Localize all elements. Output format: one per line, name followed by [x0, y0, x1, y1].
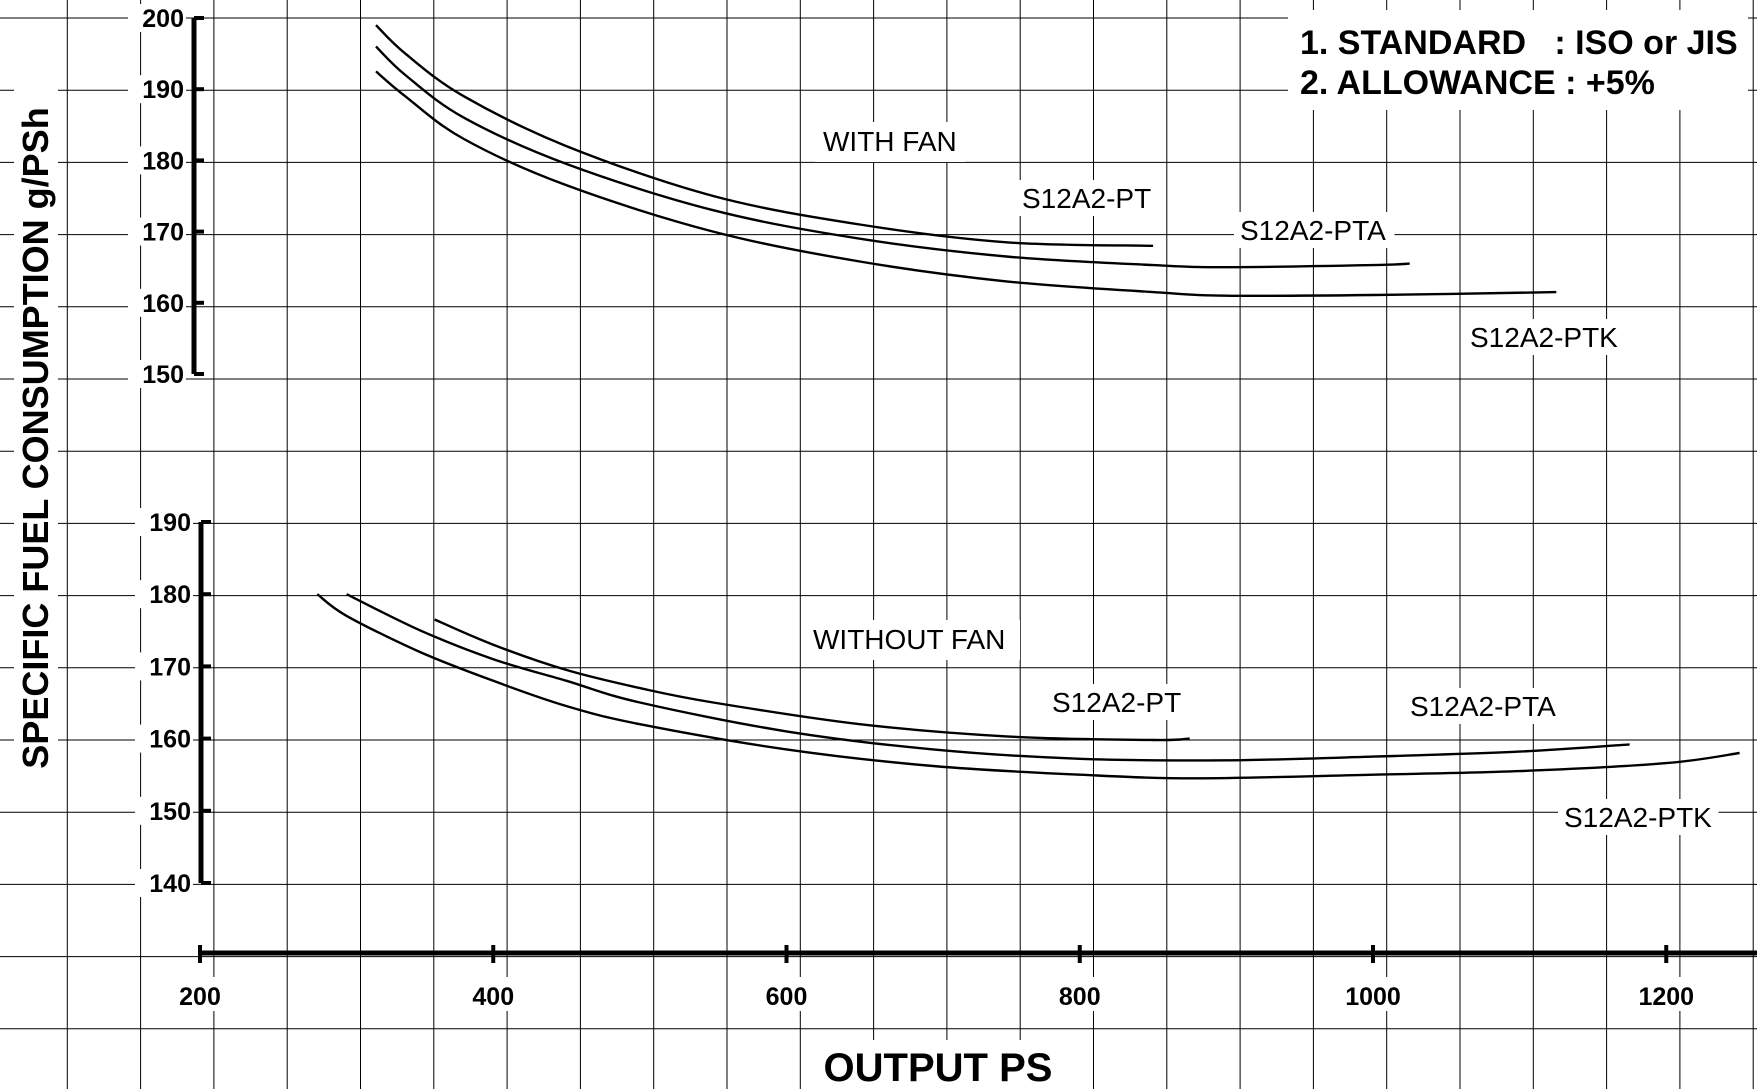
y-tick-label-background	[128, 360, 186, 388]
note-allowance: 2. ALLOWANCE : +5%	[1300, 64, 1655, 102]
series-line-s12a2-pt	[434, 618, 1190, 742]
y-tick-label-background	[135, 724, 193, 753]
y-tick-label: 160	[149, 726, 191, 754]
y-tick-label-background	[128, 288, 186, 317]
series-label-background	[1464, 319, 1625, 355]
series-label-s12a2-pt: S12A2-PT	[1022, 183, 1151, 214]
y-tick-label: 190	[142, 76, 184, 104]
y-tick-label: 160	[142, 290, 184, 318]
series-line-s12a2-pta	[346, 593, 1630, 762]
x-tick-label: 1000	[1345, 983, 1401, 1011]
y-tick-label-background	[128, 4, 186, 32]
with-fan-label-background	[815, 122, 965, 162]
note-standard: 1. STANDARD : ISO or JIS	[1300, 24, 1738, 62]
axes: 200 190 180 170 160 150 190 180 170 160 150 140 200 4…	[128, 4, 1757, 1011]
series-label-s12a2-ptk: S12A2-PTK	[1470, 322, 1618, 353]
curves	[316, 24, 1740, 780]
series-label-background	[1558, 799, 1719, 835]
y-tick-label: 150	[149, 798, 191, 826]
xlabel-background	[815, 1040, 1060, 1089]
x-axis-title: OUTPUT PS	[824, 1046, 1053, 1089]
y-tick-label-background	[128, 217, 186, 246]
y-tick-label-background	[135, 580, 193, 609]
x-tick-label-background	[164, 977, 236, 1011]
x-tick-label-background	[1337, 977, 1409, 1011]
x-tick-label-background	[1043, 977, 1116, 1011]
y-tick-label-background	[128, 146, 186, 175]
x-tick-label-background	[1630, 977, 1703, 1011]
y-tick-label: 180	[142, 147, 184, 175]
notes-background	[1288, 10, 1748, 110]
x-tick-label: 200	[179, 983, 221, 1011]
y-tick-label: 140	[149, 870, 191, 898]
x-tick-label: 400	[472, 983, 514, 1011]
series-label-background	[1234, 212, 1395, 248]
x-tick-label: 1200	[1638, 983, 1694, 1011]
y-axis-title: SPECIFIC FUEL CONSUMPTION g/PSh	[15, 107, 56, 768]
series-line-s12a2-ptk	[375, 70, 1557, 298]
y-tick-label: 170	[142, 219, 184, 247]
series-line-s12a2-pt	[375, 24, 1154, 247]
series-label-background	[1404, 688, 1565, 724]
x-tick-label: 800	[1059, 983, 1101, 1011]
series-labels: S12A2-PT S12A2-PTA S12A2-PTK S12A2-PT S12A2-…	[1016, 180, 1719, 835]
y-tick-label-background	[135, 652, 193, 681]
y-tick-label: 190	[149, 509, 191, 537]
x-tick-label-background	[750, 977, 823, 1011]
y-tick-label-background	[128, 75, 186, 104]
series-label-s12a2-pt: S12A2-PT	[1052, 687, 1181, 718]
series-line-s12a2-pta	[375, 45, 1410, 269]
y-tick-label: 150	[142, 361, 184, 389]
y-tick-label: 180	[149, 581, 191, 609]
x-tick-label-background	[457, 977, 530, 1011]
series-label-s12a2-ptk: S12A2-PTK	[1564, 802, 1712, 833]
y-tick-label: 170	[149, 653, 191, 681]
series-label-s12a2-pta: S12A2-PTA	[1240, 215, 1386, 246]
series-label-s12a2-pta: S12A2-PTA	[1410, 691, 1556, 722]
series-line-s12a2-ptk	[316, 593, 1740, 780]
without-fan-label-background	[805, 620, 1020, 660]
y-tick-label-background	[135, 796, 193, 825]
y-tick-label-background	[135, 869, 193, 897]
panel-title-without-fan: WITHOUT FAN	[813, 624, 1005, 655]
y-tick-label-background	[135, 508, 193, 536]
x-tick-label: 600	[766, 983, 808, 1011]
ylabel-background	[14, 60, 58, 800]
y-tick-label: 200	[142, 5, 184, 33]
series-label-background	[1016, 180, 1160, 216]
series-label-background	[1046, 684, 1190, 720]
panel-title-with-fan: WITH FAN	[823, 126, 957, 157]
